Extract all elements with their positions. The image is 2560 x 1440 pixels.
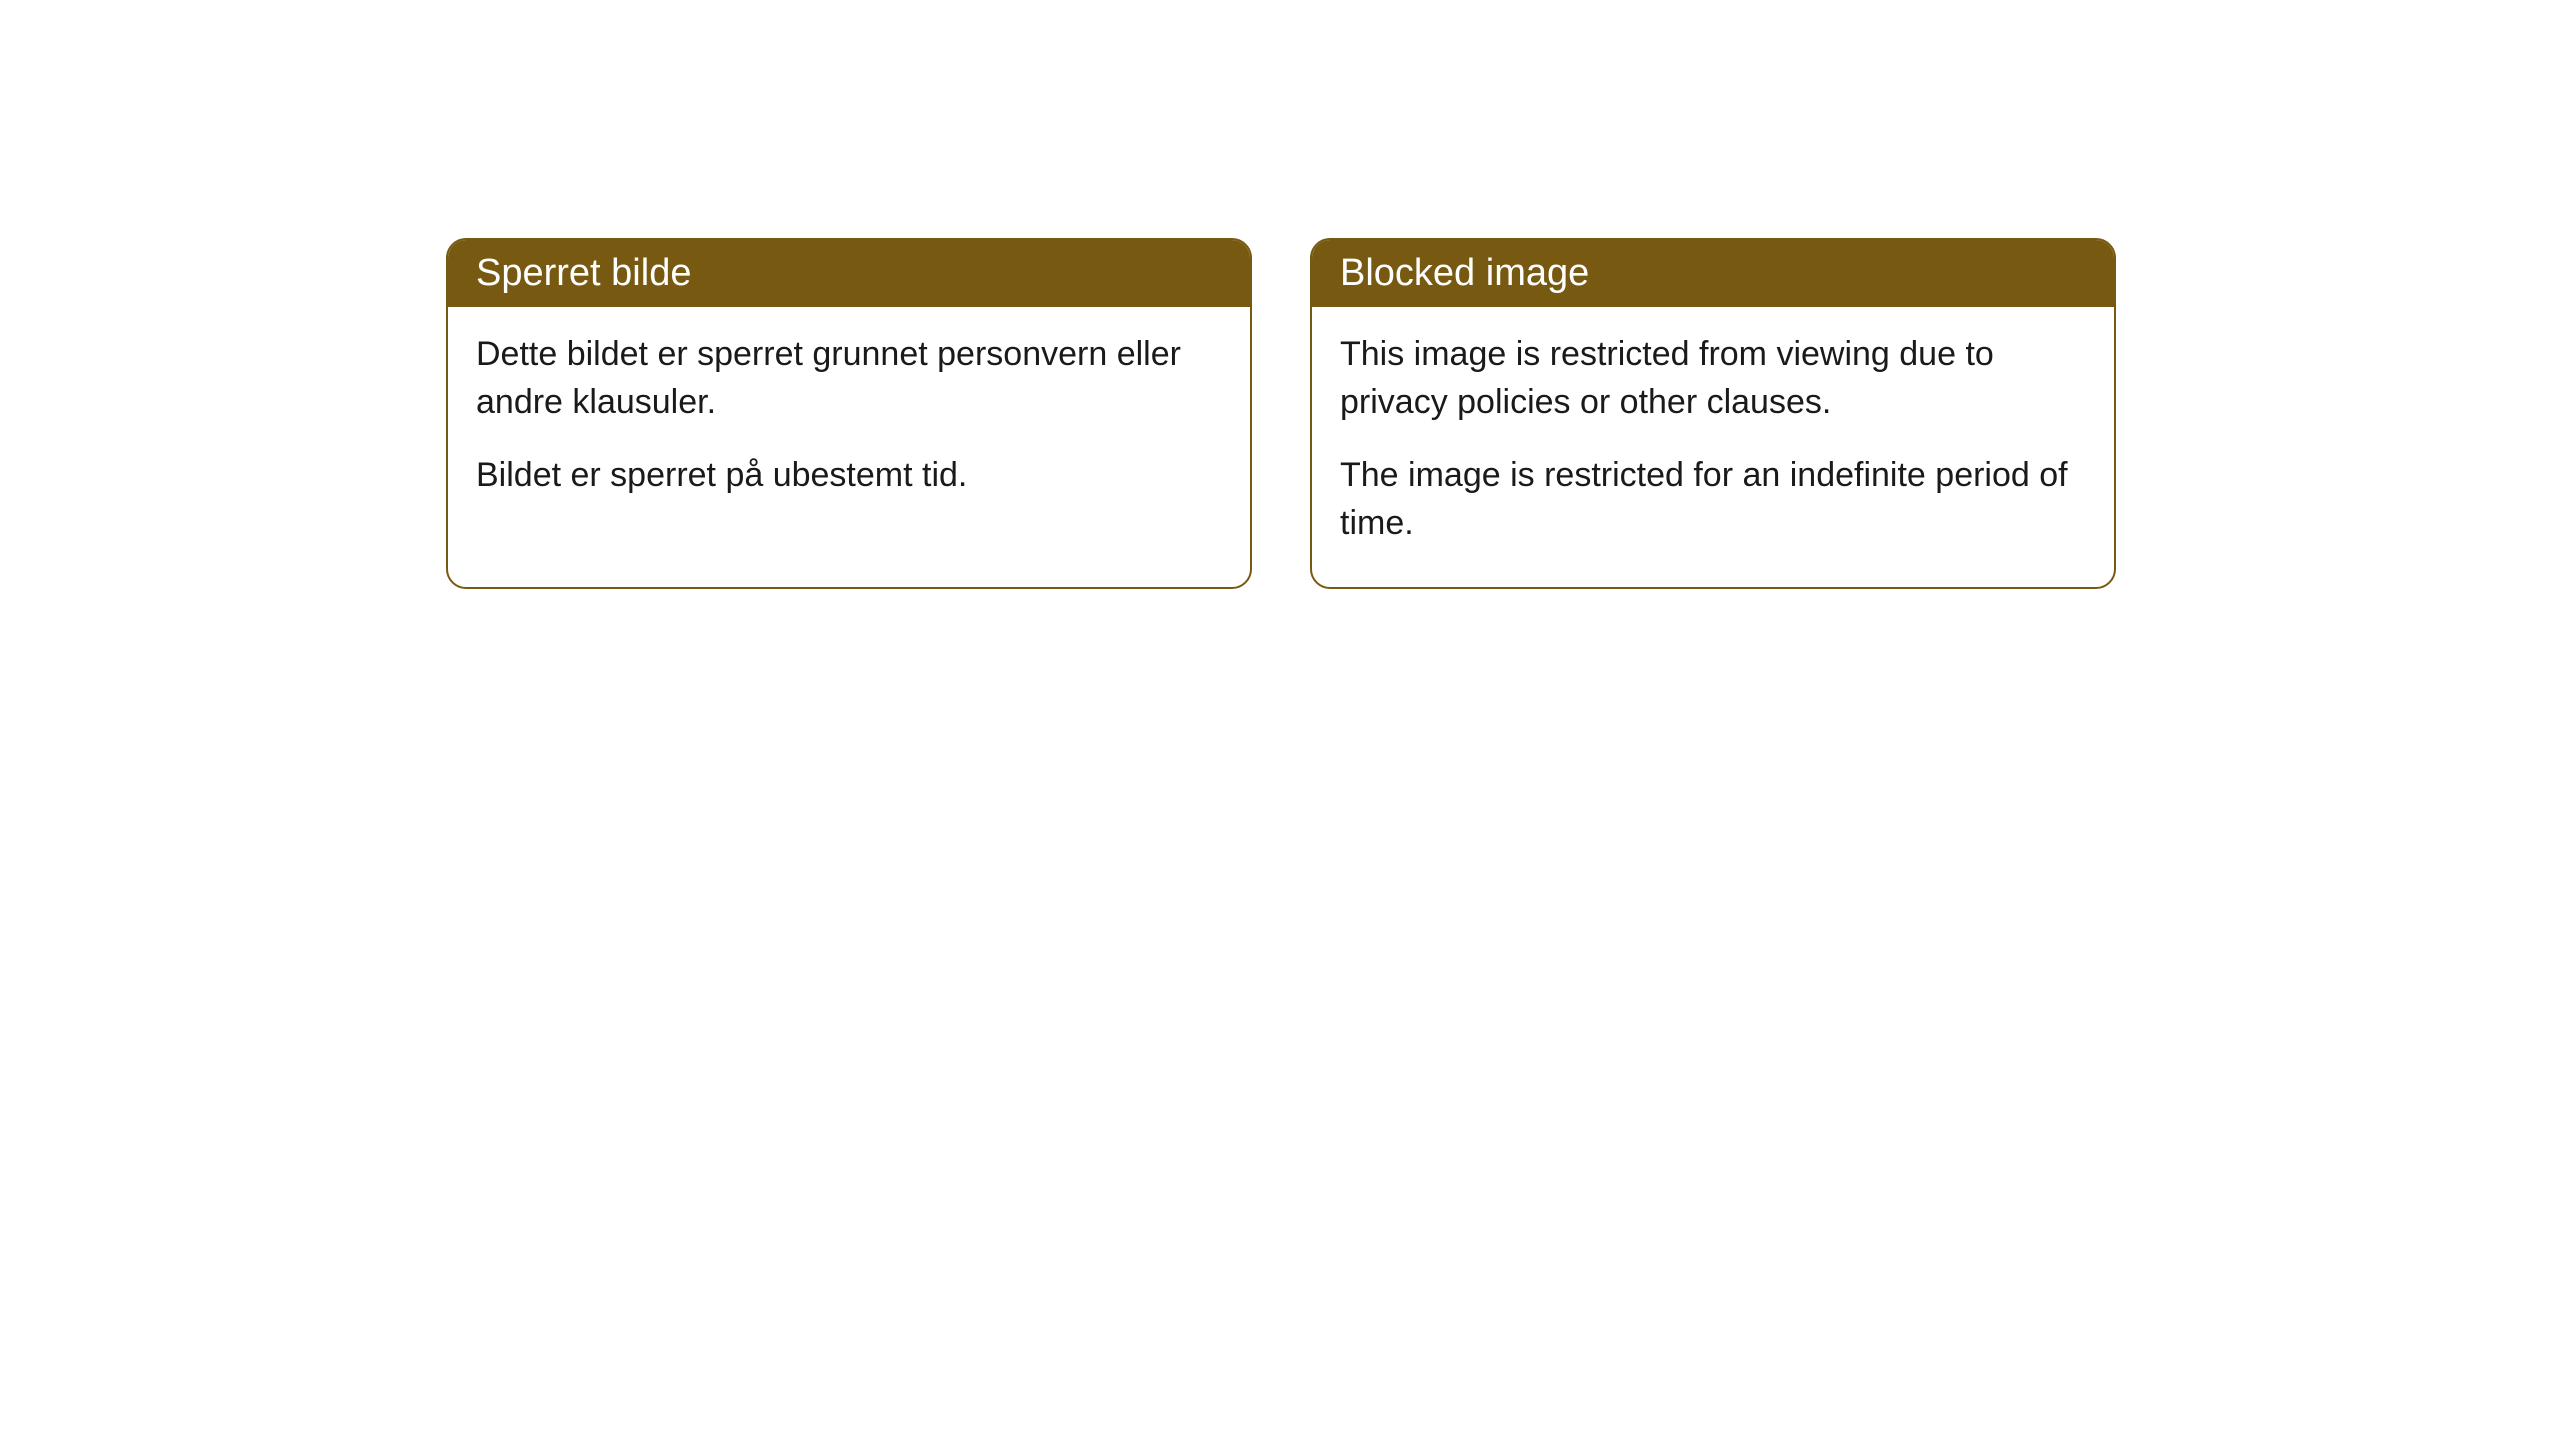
paragraph-duration-english: The image is restricted for an indefinit… <box>1340 452 2086 547</box>
card-body-norwegian: Dette bildet er sperret grunnet personve… <box>448 307 1250 540</box>
notice-container: Sperret bilde Dette bildet er sperret gr… <box>446 238 2116 589</box>
card-body-english: This image is restricted from viewing du… <box>1312 307 2114 587</box>
card-header-english: Blocked image <box>1312 240 2114 307</box>
card-header-norwegian: Sperret bilde <box>448 240 1250 307</box>
paragraph-duration-norwegian: Bildet er sperret på ubestemt tid. <box>476 452 1222 500</box>
paragraph-reason-english: This image is restricted from viewing du… <box>1340 331 2086 426</box>
blocked-image-card-english: Blocked image This image is restricted f… <box>1310 238 2116 589</box>
blocked-image-card-norwegian: Sperret bilde Dette bildet er sperret gr… <box>446 238 1252 589</box>
paragraph-reason-norwegian: Dette bildet er sperret grunnet personve… <box>476 331 1222 426</box>
